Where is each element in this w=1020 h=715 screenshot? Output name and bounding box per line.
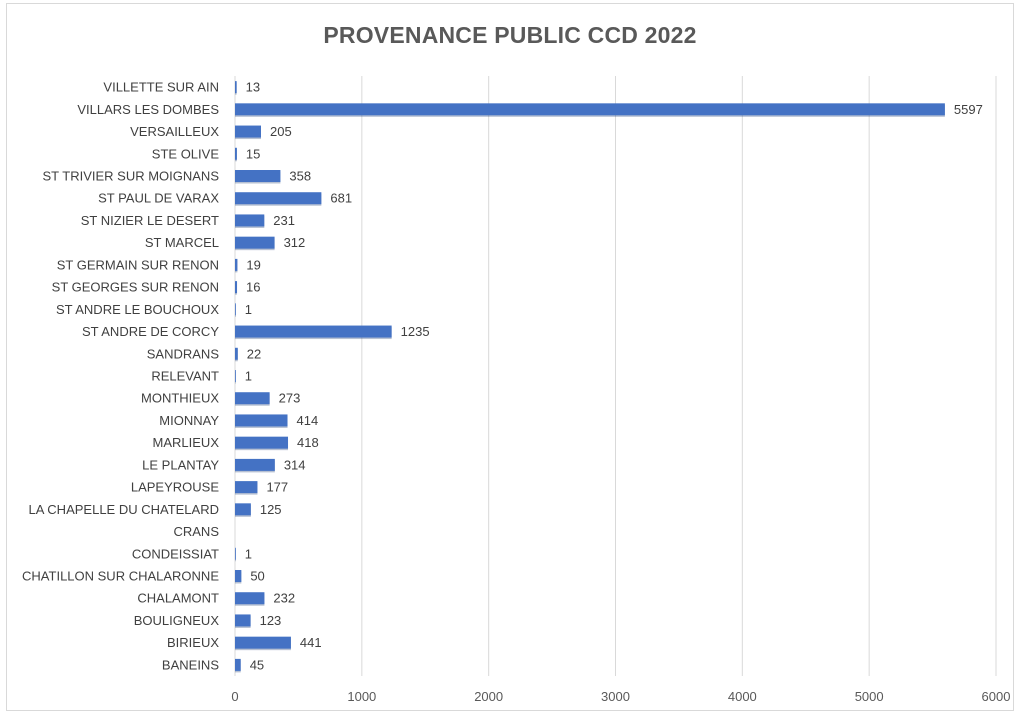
bar [235, 614, 251, 627]
category-label: CHATILLON SUR CHALARONNE [22, 569, 219, 584]
bar [235, 281, 238, 294]
category-label: STE OLIVE [152, 146, 220, 161]
category-label: SANDRANS [147, 346, 220, 361]
value-label: 15 [246, 146, 260, 161]
category-label: RELEVANT [151, 369, 219, 384]
x-tick-label: 5000 [855, 689, 884, 704]
x-tick-label: 2000 [474, 689, 503, 704]
bar [235, 325, 392, 338]
bar [235, 436, 289, 449]
value-label: 22 [247, 346, 261, 361]
category-label: ST GERMAIN SUR RENON [57, 257, 219, 272]
bar [235, 125, 262, 138]
category-label: VILLETTE SUR AIN [103, 80, 219, 95]
bar [235, 458, 275, 471]
value-label: 441 [300, 635, 322, 650]
x-tick-label: 6000 [982, 689, 1011, 704]
value-label: 125 [260, 502, 282, 517]
category-label: MARLIEUX [153, 435, 220, 450]
value-label: 13 [246, 80, 260, 95]
bar [235, 303, 236, 316]
value-label: 1 [245, 546, 252, 561]
bar [235, 547, 236, 560]
value-label: 45 [250, 657, 264, 672]
bar [235, 347, 238, 360]
value-label: 414 [297, 413, 319, 428]
bar [235, 214, 265, 227]
value-label: 16 [246, 280, 260, 295]
bar [235, 392, 270, 405]
bar [235, 414, 288, 427]
bar [235, 570, 242, 582]
x-tick-label: 1000 [347, 689, 376, 704]
category-label: ST ANDRE LE BOUCHOUX [56, 302, 219, 317]
bar [235, 503, 251, 516]
category-label: MIONNAY [159, 413, 219, 428]
value-label: 1 [245, 302, 252, 317]
value-label: 1235 [401, 324, 430, 339]
value-label: 1 [245, 369, 252, 384]
x-tick-label: 4000 [728, 689, 757, 704]
category-label: MONTHIEUX [141, 391, 219, 406]
category-label: ST GEORGES SUR RENON [52, 280, 219, 295]
bar [235, 170, 281, 182]
value-label: 5597 [954, 102, 983, 117]
category-label: ST ANDRE DE CORCY [82, 324, 219, 339]
x-tick-label: 0 [231, 689, 238, 704]
category-label: CRANS [173, 524, 219, 539]
chart-frame [6, 3, 1014, 711]
bar [235, 103, 945, 116]
category-label: ST PAUL DE VARAX [98, 191, 219, 206]
value-label: 232 [273, 591, 295, 606]
category-label: ST MARCEL [145, 235, 219, 250]
bar [235, 481, 258, 494]
category-label: VERSAILLEUX [130, 124, 219, 139]
value-label: 50 [250, 569, 264, 584]
value-label: 123 [260, 613, 282, 628]
value-label: 681 [330, 191, 352, 206]
bar [235, 592, 265, 605]
value-label: 314 [284, 457, 306, 472]
bar [235, 192, 322, 205]
category-label: LAPEYROUSE [131, 480, 219, 495]
value-label: 177 [266, 480, 288, 495]
bar [235, 370, 236, 382]
category-label: CONDEISSIAT [132, 546, 219, 561]
bar [235, 147, 237, 160]
value-label: 358 [289, 169, 311, 184]
category-label: ST TRIVIER SUR MOIGNANS [43, 169, 220, 184]
category-label: BIRIEUX [167, 635, 219, 650]
category-label: BOULIGNEUX [134, 613, 220, 628]
value-label: 418 [297, 435, 319, 450]
value-label: 19 [246, 257, 260, 272]
value-label: 273 [279, 391, 301, 406]
category-label: CHALAMONT [137, 591, 219, 606]
value-label: 312 [284, 235, 306, 250]
category-label: LA CHAPELLE DU CHATELARD [29, 502, 220, 517]
category-label: VILLARS LES DOMBES [77, 102, 219, 117]
category-label: ST NIZIER LE DESERT [81, 213, 219, 228]
bar [235, 81, 237, 94]
category-label: LE PLANTAY [142, 457, 219, 472]
x-tick-label: 3000 [601, 689, 630, 704]
chart-title: PROVENANCE PUBLIC CCD 2022 [323, 22, 697, 48]
bar [235, 636, 291, 649]
category-label: BANEINS [162, 657, 219, 672]
bar [235, 658, 241, 671]
bar [235, 236, 275, 249]
value-label: 205 [270, 124, 292, 139]
value-label: 231 [273, 213, 295, 228]
bar [235, 258, 238, 271]
